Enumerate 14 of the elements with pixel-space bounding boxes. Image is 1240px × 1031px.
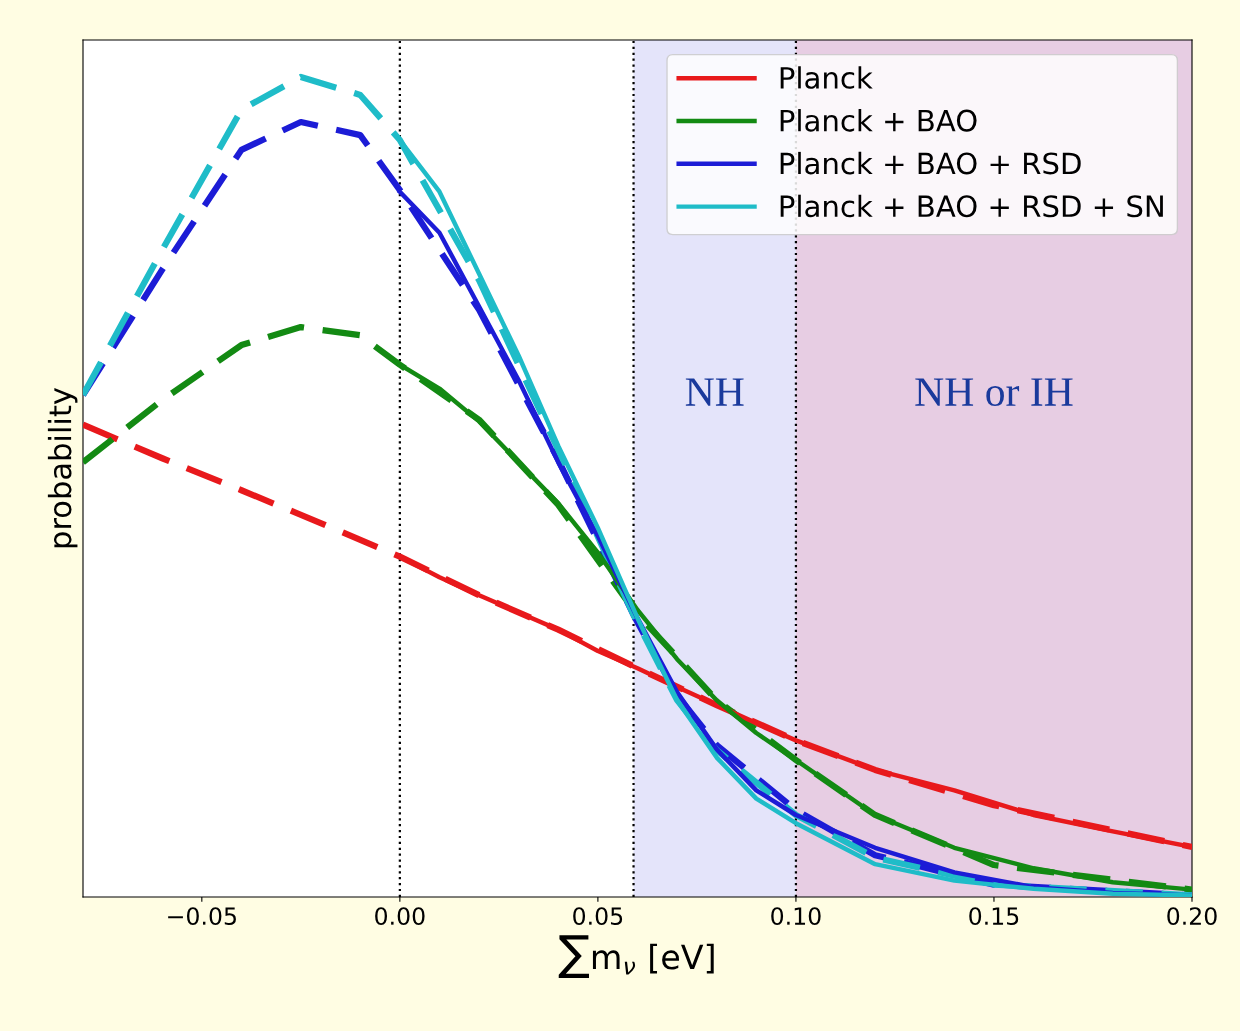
band-label: NH <box>685 378 744 406</box>
legend-label: Planck + BAO + RSD <box>780 151 1081 175</box>
y-axis-title: probability <box>47 387 78 548</box>
x-tick-label: 0.05 <box>573 907 623 925</box>
x-tick-label: 0.00 <box>375 907 425 925</box>
legend-label: Planck + BAO + RSD + SN <box>780 194 1163 218</box>
legend-label: Planck <box>780 66 873 89</box>
x-tick-label: 0.20 <box>1167 907 1217 925</box>
x-tick-label: −0.05 <box>168 907 236 925</box>
x-axis-title: ∑m$_{ν}$ [eV] <box>558 935 714 979</box>
band-label: NH or IH <box>915 378 1073 407</box>
x-tick-label: 0.15 <box>969 907 1019 925</box>
legend-label: Planck + BAO <box>780 109 977 132</box>
x-tick-label: 0.10 <box>771 907 821 925</box>
